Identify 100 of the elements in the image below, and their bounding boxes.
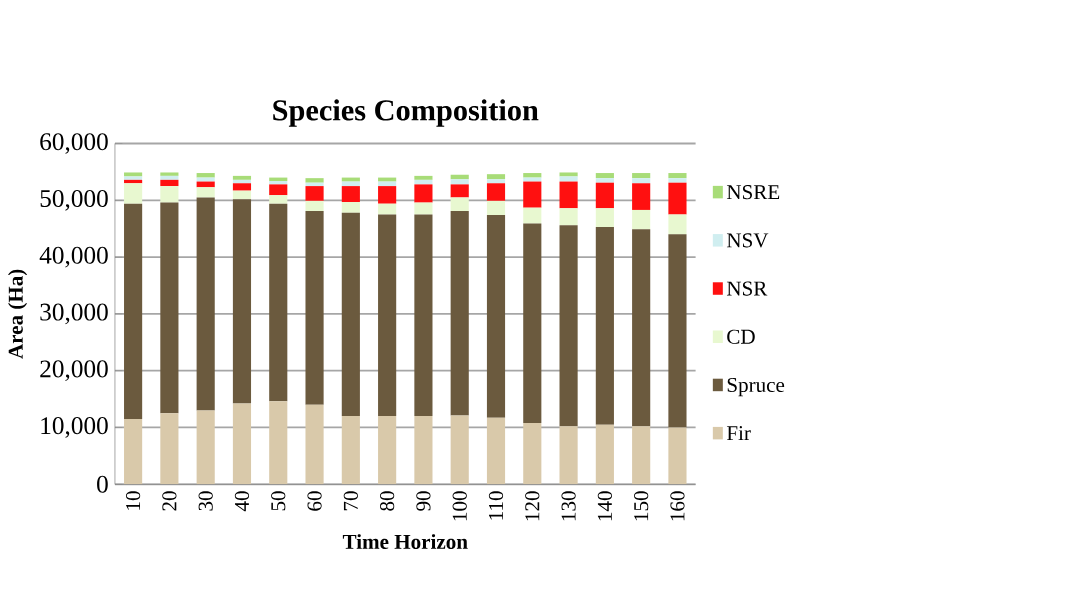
bar	[523, 177, 542, 182]
bar	[523, 172, 542, 178]
bar	[124, 418, 143, 485]
x-tick-label: 120	[525, 491, 540, 521]
bar	[341, 177, 360, 182]
bar	[196, 177, 215, 182]
bar	[559, 426, 578, 485]
bar	[341, 212, 360, 417]
bar	[124, 176, 143, 180]
bar	[668, 178, 687, 183]
bar	[341, 186, 360, 202]
bar	[269, 203, 288, 402]
bar	[160, 172, 179, 176]
bar	[305, 200, 324, 211]
bar	[486, 200, 506, 215]
bar	[414, 175, 433, 180]
bar	[160, 186, 179, 203]
bar	[305, 178, 324, 183]
bar	[595, 226, 614, 425]
bar	[305, 182, 324, 186]
bar	[269, 195, 288, 204]
bar	[668, 234, 687, 428]
bar	[486, 417, 506, 485]
bar	[196, 187, 215, 198]
legend-label: Spruce	[727, 377, 785, 397]
bar	[124, 203, 143, 419]
x-tick-label: 80	[380, 491, 395, 511]
bar	[160, 413, 179, 485]
legend-label: NSV	[726, 233, 769, 248]
bar	[378, 177, 397, 182]
x-tick-label: 110	[488, 491, 504, 520]
bar	[196, 410, 215, 485]
bar	[595, 172, 614, 179]
bar	[269, 184, 288, 196]
y-tick-label: 50,000	[40, 189, 108, 211]
bar	[632, 172, 651, 179]
bar	[486, 214, 506, 418]
bar	[196, 197, 215, 411]
x-tick-label: 160	[670, 491, 685, 521]
chart-title: Species Composition	[273, 99, 539, 127]
x-tick-label: 50	[271, 491, 286, 511]
bar	[486, 179, 506, 184]
legend-label: Fir	[726, 426, 751, 440]
bar	[124, 183, 143, 204]
x-tick-label: 70	[343, 491, 358, 511]
bar	[486, 174, 506, 180]
x-tick-label: 90	[416, 491, 431, 511]
legend-label: NSR	[726, 281, 768, 296]
bar	[632, 209, 651, 230]
bar	[341, 416, 360, 485]
legend-label: CD	[727, 329, 755, 344]
bar	[269, 401, 288, 485]
bar	[632, 178, 651, 184]
y-tick-label: 10,000	[41, 417, 108, 438]
bar	[523, 207, 542, 224]
bar	[305, 186, 324, 201]
bar	[595, 424, 614, 485]
y-axis-title: Area (Ha)	[8, 269, 28, 359]
bar	[414, 202, 433, 215]
bar	[486, 183, 506, 201]
bar	[523, 223, 542, 423]
bar	[559, 172, 578, 177]
bar	[378, 214, 397, 417]
y-tick-label: 60,000	[40, 133, 108, 154]
bar	[450, 197, 469, 211]
bar	[595, 182, 614, 209]
bar	[523, 422, 542, 485]
x-tick-label: 30	[198, 491, 213, 511]
x-tick-label: 150	[634, 491, 649, 521]
bar	[668, 182, 687, 215]
bar	[450, 415, 469, 485]
bar	[595, 178, 614, 183]
bar	[341, 201, 360, 213]
bar	[414, 416, 433, 485]
bar	[160, 175, 179, 180]
bar	[450, 211, 469, 416]
y-tick-label: 40,000	[39, 246, 108, 268]
bar	[414, 214, 433, 417]
bar	[559, 208, 578, 226]
bar	[632, 183, 651, 210]
bar	[160, 179, 179, 186]
legend-label: NSRE	[726, 184, 780, 200]
x-axis-title: Time Horizon	[342, 534, 468, 549]
y-tick-label: 20,000	[40, 360, 108, 381]
x-tick-label: 100	[452, 491, 467, 521]
bar	[450, 179, 469, 185]
x-tick-label: 20	[162, 491, 177, 511]
bar	[414, 184, 433, 203]
bar	[559, 181, 578, 209]
bar	[668, 214, 687, 235]
bar	[305, 211, 324, 405]
x-tick-label: 40	[234, 491, 250, 512]
bar	[450, 184, 469, 198]
bar	[668, 172, 687, 179]
bar	[632, 426, 651, 485]
bar	[559, 225, 578, 427]
x-tick-label: 130	[561, 491, 576, 521]
bar	[196, 172, 215, 178]
x-tick-label: 140	[597, 491, 612, 521]
x-tick-label: 10	[125, 491, 141, 510]
